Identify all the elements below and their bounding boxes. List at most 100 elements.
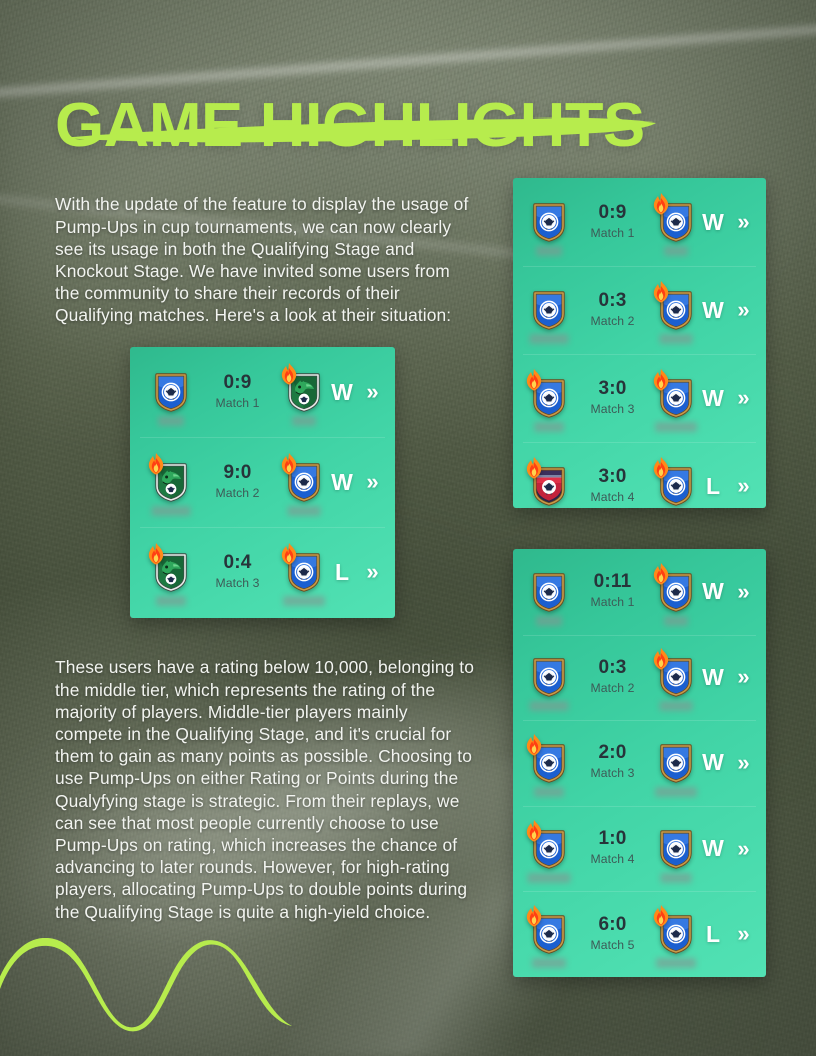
expand-chevron-icon[interactable]: »: [366, 559, 378, 584]
home-username-redacted: [158, 416, 184, 426]
match-result-win: W: [702, 578, 724, 605]
home-crest-wrap: [526, 733, 571, 797]
home-username-redacted: [536, 246, 562, 256]
match-number: Match 4: [590, 489, 635, 504]
away-username-redacted: [283, 596, 325, 606]
expand-chevron-icon[interactable]: »: [737, 385, 749, 410]
match-score: 2:0: [598, 742, 627, 764]
home-username-redacted: [532, 958, 566, 969]
score-column: 6:0 Match 5: [571, 913, 654, 954]
away-username-redacted: [659, 701, 693, 712]
match-result-win: W: [331, 468, 353, 495]
expand-chevron-icon[interactable]: »: [737, 297, 749, 322]
away-pump-up-flame-icon: [650, 280, 672, 304]
match-row[interactable]: 6:0 Match 5: [513, 891, 766, 977]
away-pump-up-flame-icon: [650, 647, 672, 671]
match-row[interactable]: 0:9 Match 1: [513, 178, 766, 266]
bottom-squiggle-decoration: [0, 938, 292, 1032]
away-pump-up-flame-icon: [278, 542, 300, 566]
expand-chevron-icon[interactable]: »: [737, 664, 749, 690]
score-column: 2:0 Match 3: [571, 743, 654, 782]
match-row[interactable]: 0:3 Match 2: [513, 266, 766, 354]
away-crest-blue-shield-icon: [653, 193, 693, 256]
home-username-redacted: [534, 786, 564, 797]
home-username-redacted: [151, 506, 191, 516]
score-column: 0:3 Match 2: [571, 290, 654, 330]
score-column: 0:9 Match 1: [194, 371, 281, 412]
home-username-redacted: [529, 701, 569, 712]
match-number: Match 2: [590, 680, 635, 695]
expand-chevron-icon[interactable]: »: [737, 749, 749, 775]
home-username-redacted: [534, 422, 564, 432]
body-paragraph: These users have a rating below 10,000, …: [55, 657, 474, 922]
score-column: 3:0 Match 3: [571, 378, 654, 418]
away-pump-up-flame-icon: [650, 192, 672, 216]
away-crest-wrap: [281, 363, 327, 426]
match-score: 0:9: [598, 201, 627, 223]
score-column: 3:0 Match 4: [571, 466, 654, 506]
expand-chevron-icon[interactable]: »: [737, 578, 749, 604]
home-username-redacted: [529, 334, 569, 344]
score-column: 0:3 Match 2: [571, 656, 654, 697]
match-row[interactable]: 9:0 Match 2: [130, 437, 395, 527]
match-result-loss: L: [705, 920, 721, 947]
home-crest-blue-shield-icon: [526, 819, 571, 883]
away-crest-blue-shield-icon: [655, 743, 697, 797]
match-result-win: W: [702, 663, 724, 690]
away-crest-blue-shield-icon: [281, 543, 325, 606]
away-pump-up-flame-icon: [650, 456, 672, 480]
home-crest-wrap: [526, 905, 571, 969]
home-crest-wrap: [527, 572, 571, 626]
match-number: Match 3: [590, 766, 635, 781]
match-row[interactable]: 2:0 Match 3: [513, 720, 766, 806]
expand-chevron-icon[interactable]: »: [737, 921, 749, 947]
match-number: Match 2: [215, 485, 260, 500]
away-crest-blue-shield-icon: [653, 281, 693, 344]
away-crest-wrap: [653, 281, 698, 344]
match-result-win: W: [702, 296, 724, 323]
away-pump-up-flame-icon: [650, 562, 672, 586]
home-username-redacted: [536, 615, 562, 626]
away-username-redacted: [656, 958, 696, 969]
away-username-redacted: [655, 786, 697, 797]
away-username-redacted: [664, 615, 688, 626]
match-score: 0:9: [223, 371, 252, 393]
match-number: Match 3: [590, 401, 635, 416]
expand-chevron-icon[interactable]: »: [366, 469, 378, 494]
away-crest-blue-shield-icon: [281, 453, 321, 516]
home-pump-up-flame-icon: [523, 456, 545, 480]
expand-chevron-icon[interactable]: »: [737, 209, 749, 234]
away-crest-wrap: [654, 743, 698, 797]
match-row[interactable]: 0:9 Match 1: [130, 347, 395, 437]
match-score: 0:4: [223, 551, 252, 573]
score-column: 9:0 Match 2: [194, 462, 281, 502]
title-underline-brushstroke: [60, 117, 656, 143]
match-row[interactable]: 0:11 Match 1: [513, 549, 766, 635]
home-pump-up-flame-icon: [523, 733, 545, 757]
home-crest-wrap: [527, 657, 571, 712]
away-username-redacted: [655, 422, 697, 432]
match-score: 0:3: [598, 656, 627, 678]
match-row[interactable]: 0:4 Match 3: [130, 527, 395, 617]
match-number: Match 3: [215, 575, 260, 590]
match-result-win: W: [702, 208, 724, 235]
score-column: 0:11 Match 1: [571, 572, 654, 611]
expand-chevron-icon[interactable]: »: [737, 473, 749, 498]
match-score: 6:0: [598, 913, 627, 935]
match-row[interactable]: 0:3 Match 2: [513, 634, 766, 721]
expand-chevron-icon[interactable]: »: [737, 835, 749, 861]
home-crest-blue-shield-icon: [532, 572, 566, 626]
match-row[interactable]: 3:0 Match 4: [513, 442, 766, 508]
away-crest-wrap: [281, 453, 327, 516]
home-username-redacted: [527, 872, 571, 883]
home-crest-wrap: [148, 543, 194, 606]
home-pump-up-flame-icon: [523, 368, 545, 392]
home-crest-blue-shield-icon: [526, 905, 566, 969]
match-number: Match 5: [590, 937, 635, 952]
away-crest-wrap: [654, 829, 698, 883]
match-result-win: W: [702, 835, 724, 862]
expand-chevron-icon[interactable]: »: [366, 379, 378, 404]
match-number: Match 4: [590, 852, 635, 867]
match-row[interactable]: 3:0 Match 3: [513, 354, 766, 442]
match-row[interactable]: 1:0 Match 4: [513, 805, 766, 892]
